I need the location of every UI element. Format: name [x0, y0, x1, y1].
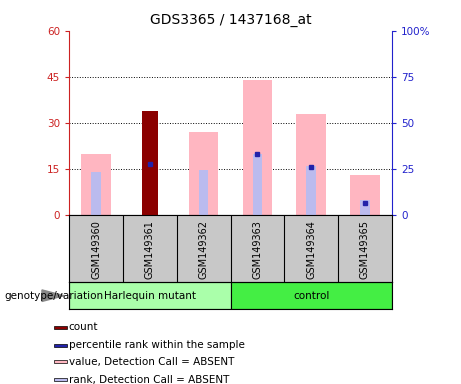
- Text: GSM149364: GSM149364: [306, 220, 316, 279]
- Bar: [230, 282, 392, 309]
- Text: GSM149360: GSM149360: [91, 220, 101, 279]
- Text: rank, Detection Call = ABSENT: rank, Detection Call = ABSENT: [69, 375, 229, 384]
- Bar: [242, 80, 272, 215]
- Bar: [360, 200, 370, 215]
- Bar: [350, 175, 380, 215]
- Text: GSM149363: GSM149363: [252, 220, 262, 279]
- Bar: [306, 166, 316, 215]
- Bar: [91, 172, 101, 215]
- Bar: [69, 282, 230, 309]
- Bar: [54, 344, 67, 347]
- Title: GDS3365 / 1437168_at: GDS3365 / 1437168_at: [150, 13, 311, 27]
- Bar: [142, 111, 158, 215]
- Polygon shape: [42, 290, 64, 301]
- Bar: [54, 326, 67, 329]
- Bar: [253, 154, 262, 215]
- Text: count: count: [69, 322, 98, 332]
- Text: GSM149365: GSM149365: [360, 220, 370, 280]
- Text: genotype/variation: genotype/variation: [5, 291, 104, 301]
- Bar: [54, 378, 67, 381]
- Bar: [199, 170, 208, 215]
- Text: GSM149361: GSM149361: [145, 220, 155, 279]
- Bar: [54, 360, 67, 363]
- Text: Harlequin mutant: Harlequin mutant: [104, 291, 196, 301]
- Bar: [296, 114, 326, 215]
- Text: GSM149362: GSM149362: [199, 220, 209, 280]
- Text: control: control: [293, 291, 329, 301]
- Bar: [189, 132, 219, 215]
- Text: value, Detection Call = ABSENT: value, Detection Call = ABSENT: [69, 357, 234, 367]
- Text: percentile rank within the sample: percentile rank within the sample: [69, 340, 245, 350]
- Bar: [81, 154, 111, 215]
